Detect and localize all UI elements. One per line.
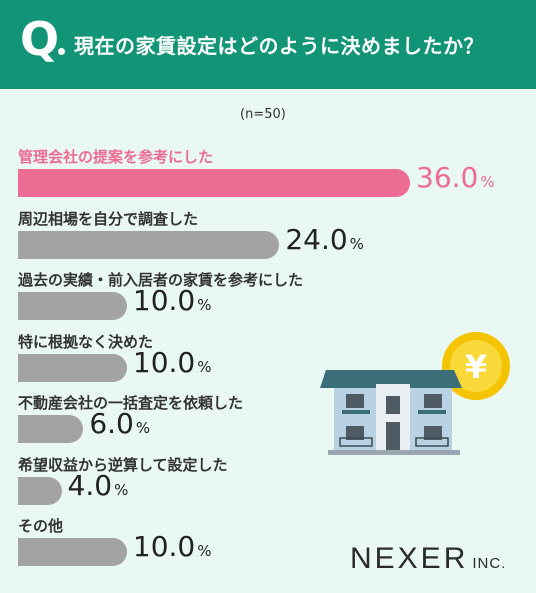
value-label: 24.0%	[285, 222, 364, 256]
value-label: 36.0%	[416, 164, 495, 192]
bar-row: 特に根拠なく決めた 10.0%	[0, 331, 536, 391]
value-label: 6.0%	[89, 410, 150, 438]
bar-row: 過去の実績・前入居者の家賃を参考にした 10.0%	[0, 269, 536, 329]
apartment-building-icon: ¥	[320, 332, 510, 455]
category-label: その他	[18, 517, 64, 535]
question-header: Q 現在の家賃設定はどのように決めましたか？	[0, 0, 536, 89]
category-label: 希望収益から逆算して設定した	[18, 455, 228, 474]
nexer-logo: NEXER INC.	[350, 544, 506, 574]
bar-row: その他 10.0%	[0, 515, 536, 575]
q-dot	[58, 48, 65, 55]
category-label: 過去の実績・前入居者の家賃を参考にした	[18, 271, 304, 289]
value-unit: %	[349, 234, 364, 253]
logo-suffix: INC.	[472, 555, 507, 572]
value-unit: %	[197, 542, 212, 560]
value-number: 6.0	[89, 407, 134, 440]
yen-coin-icon: ¥	[442, 332, 510, 400]
bar-row: 希望収益から逆算して設定した 4.0%	[0, 454, 536, 514]
question-text: 現在の家賃設定はどのように決めましたか？	[74, 34, 484, 58]
logo-main: NEXER	[350, 542, 469, 575]
value-label: 10.0%	[133, 533, 212, 561]
bar-row: 管理会社の提案を参考にした 36.0%	[0, 146, 536, 206]
value-label: 10.0%	[133, 287, 212, 315]
bar	[18, 169, 410, 197]
bar	[18, 353, 127, 382]
category-label: 管理会社の提案を参考にした	[18, 148, 214, 166]
value-unit: %	[197, 357, 212, 376]
bar	[18, 292, 127, 320]
sample-size-note: (n=50)	[240, 107, 286, 122]
value-label: 4.0%	[67, 468, 129, 502]
value-unit: %	[480, 173, 495, 191]
value-number: 4.0	[67, 468, 113, 502]
value-unit: %	[114, 480, 129, 499]
category-label: 周辺相場を自分で調査した	[18, 209, 199, 228]
bar	[18, 538, 127, 566]
bar-row: 不動産会社の一括査定を依頼した 6.0%	[0, 392, 536, 452]
value-unit: %	[135, 419, 151, 437]
value-number: 36.0	[416, 161, 479, 194]
bar	[18, 415, 84, 443]
category-label: 不動産会社の一括査定を依頼した	[18, 394, 244, 412]
q-mark: Q	[20, 12, 60, 66]
bar	[18, 230, 280, 259]
bar-row: 周辺相場を自分で調査した 24.0%	[0, 208, 536, 268]
bar	[18, 476, 62, 505]
value-number: 24.0	[285, 222, 348, 256]
value-label: 10.0%	[132, 345, 212, 379]
value-unit: %	[197, 296, 212, 314]
value-number: 10.0	[132, 530, 196, 563]
value-number: 10.0	[132, 284, 196, 317]
svg-text:¥: ¥	[465, 348, 487, 386]
category-label: 特に根拠なく決めた	[18, 332, 154, 351]
value-number: 10.0	[132, 345, 196, 379]
